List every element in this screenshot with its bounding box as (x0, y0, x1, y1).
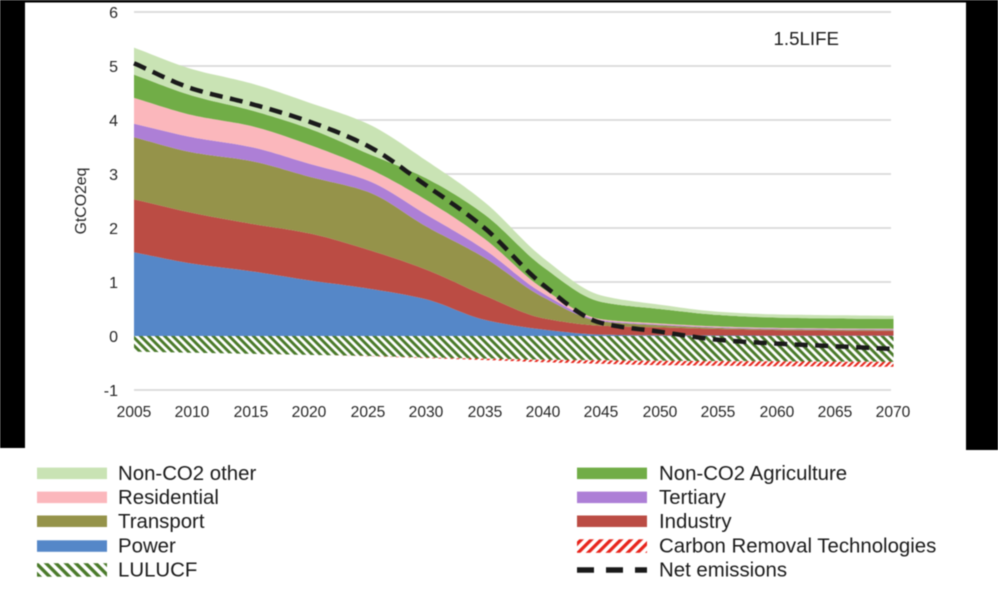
svg-text:Industry: Industry (659, 511, 732, 533)
svg-text:Transport: Transport (118, 511, 205, 533)
svg-text:5: 5 (109, 59, 118, 76)
svg-text:Net emissions: Net emissions (659, 560, 787, 582)
svg-text:1: 1 (109, 275, 118, 292)
svg-text:Non-CO2 other: Non-CO2 other (118, 463, 256, 485)
svg-text:2005: 2005 (117, 404, 152, 421)
svg-text:2025: 2025 (351, 404, 386, 421)
svg-text:2060: 2060 (760, 404, 795, 421)
svg-text:Non-CO2 Agriculture: Non-CO2 Agriculture (659, 463, 847, 485)
svg-text:2055: 2055 (701, 404, 736, 421)
svg-text:2065: 2065 (818, 404, 853, 421)
svg-text:2020: 2020 (292, 404, 327, 421)
svg-text:2035: 2035 (468, 404, 503, 421)
svg-text:Tertiary: Tertiary (659, 487, 727, 509)
svg-text:6: 6 (109, 5, 118, 22)
svg-text:1.5LIFE: 1.5LIFE (774, 28, 839, 49)
svg-text:Power: Power (118, 536, 176, 558)
svg-text:Carbon Removal Technologies: Carbon Removal Technologies (659, 536, 936, 558)
svg-text:Residential: Residential (118, 487, 219, 509)
svg-text:2045: 2045 (584, 404, 619, 421)
svg-text:-1: -1 (104, 383, 118, 400)
svg-text:2040: 2040 (526, 404, 561, 421)
svg-text:GtCO2eq: GtCO2eq (73, 168, 90, 235)
svg-text:3: 3 (109, 167, 118, 184)
svg-text:2030: 2030 (409, 404, 444, 421)
svg-text:2: 2 (109, 221, 118, 238)
svg-text:0: 0 (109, 329, 118, 346)
svg-text:4: 4 (109, 113, 118, 130)
svg-text:2010: 2010 (175, 404, 210, 421)
svg-text:2015: 2015 (234, 404, 269, 421)
svg-text:2070: 2070 (876, 404, 911, 421)
svg-text:LULUCF: LULUCF (118, 560, 197, 582)
svg-text:2050: 2050 (643, 404, 678, 421)
